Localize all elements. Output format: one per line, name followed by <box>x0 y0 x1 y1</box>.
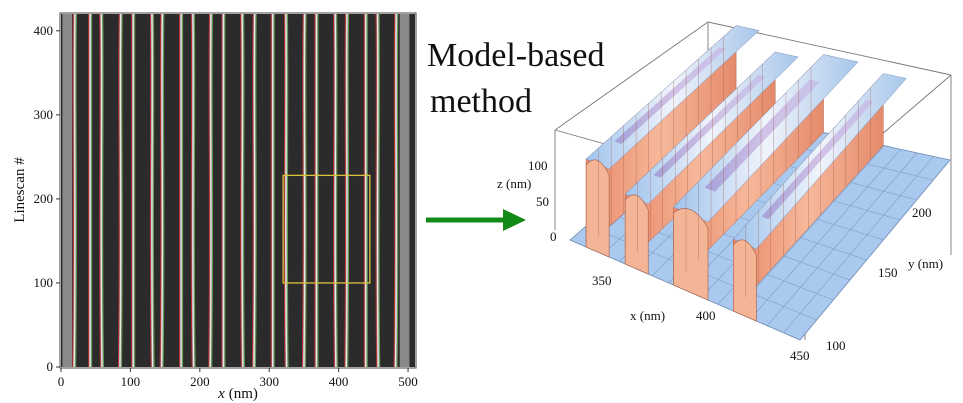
y-axis-ticks: 0 100 200 300 400 <box>34 23 60 374</box>
surface-plot-3d: z (nm) 100 50 0 x (nm) 350 400 450 y (nm… <box>497 21 952 363</box>
y-tick-label: 300 <box>34 107 54 122</box>
arrow-icon <box>426 209 526 231</box>
scan-edge-line <box>179 13 184 367</box>
scan-edge-line <box>159 13 165 368</box>
scan-edge-line <box>99 13 105 368</box>
z-tick-0: 0 <box>550 229 557 244</box>
annotation-line-2: method <box>430 83 532 120</box>
y-tick-200: 200 <box>912 205 932 220</box>
linescan-plot: 0 100 200 300 400 500 0 100 200 300 400 x (nm) Lin… <box>12 12 418 402</box>
linescan-lines <box>62 13 410 368</box>
surface-ridge <box>624 51 799 275</box>
surface-ridge <box>732 72 907 322</box>
z-tick-50: 50 <box>536 194 549 209</box>
x-axis-label-unit: (nm) <box>229 386 258 402</box>
scan-edge-line <box>190 13 196 368</box>
surface-ridge <box>673 53 859 301</box>
scan-edge-line <box>283 13 289 368</box>
linescan-image <box>61 14 415 367</box>
scan-edge-line <box>149 13 155 368</box>
x-tick-label: 300 <box>259 374 279 389</box>
x-tick-label: 400 <box>329 374 349 389</box>
y-tick-100: 100 <box>826 338 846 353</box>
x-axis-label-var: x <box>217 386 225 402</box>
scan-edge-line <box>251 13 257 368</box>
annotation-line-1: Model-based <box>427 37 605 74</box>
surface-ridges <box>585 24 907 322</box>
scan-edge-line <box>72 13 77 368</box>
scan-edge-line <box>344 13 350 368</box>
scan-edge-line <box>270 14 275 367</box>
surface-ridge <box>585 24 760 258</box>
scan-edge-line <box>301 13 307 368</box>
x-tick-400: 400 <box>696 308 716 323</box>
y-tick-label: 100 <box>34 275 54 290</box>
z-tick-100: 100 <box>528 158 548 173</box>
y-axis-label-3d: y (nm) <box>908 256 943 271</box>
x-tick-label: 100 <box>121 374 141 389</box>
scan-edge-line <box>393 13 399 368</box>
linescan-frame <box>59 12 417 369</box>
arrow-head <box>503 209 526 231</box>
z-axis-label: z (nm) <box>497 176 531 191</box>
scan-edge-line <box>240 13 245 368</box>
y-tick-label: 400 <box>34 23 54 38</box>
x-axis-ticks: 0 100 200 300 400 500 <box>58 368 418 389</box>
y-tick-150: 150 <box>878 265 898 280</box>
y-tick-label: 200 <box>34 191 54 206</box>
scan-edge-line <box>363 14 368 367</box>
x-axis-label-3d: x (nm) <box>630 308 665 323</box>
x-tick-label: 0 <box>58 374 65 389</box>
y-axis-label: Linescan # <box>12 157 28 223</box>
y-tick-label: 0 <box>47 359 54 374</box>
x-tick-350: 350 <box>592 273 612 288</box>
scan-edge-line <box>314 14 319 367</box>
edge-band-right <box>399 14 410 367</box>
x-tick-450: 450 <box>790 348 810 363</box>
scan-edge-line <box>88 14 93 367</box>
scan-edge-line <box>117 13 123 368</box>
scan-edge-line <box>375 13 381 368</box>
edge-band-left <box>62 14 73 367</box>
scan-edge-line <box>131 14 136 367</box>
x-tick-label: 500 <box>398 374 418 389</box>
scan-edge-line <box>221 14 226 367</box>
scan-edge-line <box>333 13 338 368</box>
region-of-interest-box <box>282 174 371 284</box>
scan-edge-line <box>208 13 214 368</box>
x-axis-label: x (nm) <box>217 386 258 402</box>
x-tick-label: 200 <box>190 374 210 389</box>
